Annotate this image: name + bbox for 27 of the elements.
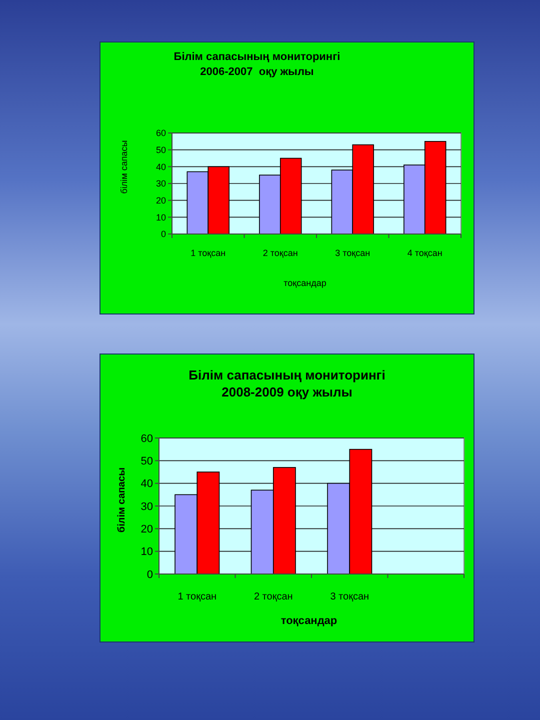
chart-title: Білім сапасының мониторингі 2008-2009 оқу жылы — [188, 368, 386, 400]
x-tick-label: 3 тоқсан — [330, 592, 370, 602]
y-tick-label: 30 — [156, 178, 166, 189]
y-tick-label: 40 — [140, 478, 153, 490]
x-tick-label: 1 тоқсан — [190, 248, 226, 258]
y-tick-label: 20 — [140, 524, 153, 536]
y-tick-label: 30 — [140, 500, 153, 513]
chart-title: Білім сапасының мониторингі 2006-2007 оқу жылы — [174, 50, 340, 78]
y-axis-title: білім сапасы — [116, 467, 128, 533]
y-tick-label: 60 — [156, 128, 166, 138]
x-axis-title: тоқсандар — [280, 614, 338, 627]
x-axis-title: тоқсандар — [284, 278, 326, 288]
y-tick-label: 50 — [140, 456, 153, 468]
x-tick-label: 3 тоқсан — [335, 248, 370, 258]
y-axis-title: білім сапасы — [119, 140, 130, 194]
y-tick-label: 0 — [160, 229, 166, 240]
y-tick-label: 50 — [156, 144, 166, 155]
y-tick-label: 20 — [156, 195, 166, 206]
y-tick-label: 10 — [140, 546, 153, 558]
x-tick-label: 1 тоқсан — [178, 592, 217, 602]
x-tick-label: 2 тоқсан — [262, 248, 298, 258]
y-tick-label: 60 — [140, 432, 153, 445]
x-tick-label: 2 тоқсан — [254, 592, 293, 602]
y-tick-label: 40 — [156, 162, 166, 172]
y-tick-label: 10 — [156, 212, 166, 222]
y-tick-label: 0 — [146, 568, 153, 581]
x-tick-label: 4 тоқсан — [407, 248, 442, 258]
